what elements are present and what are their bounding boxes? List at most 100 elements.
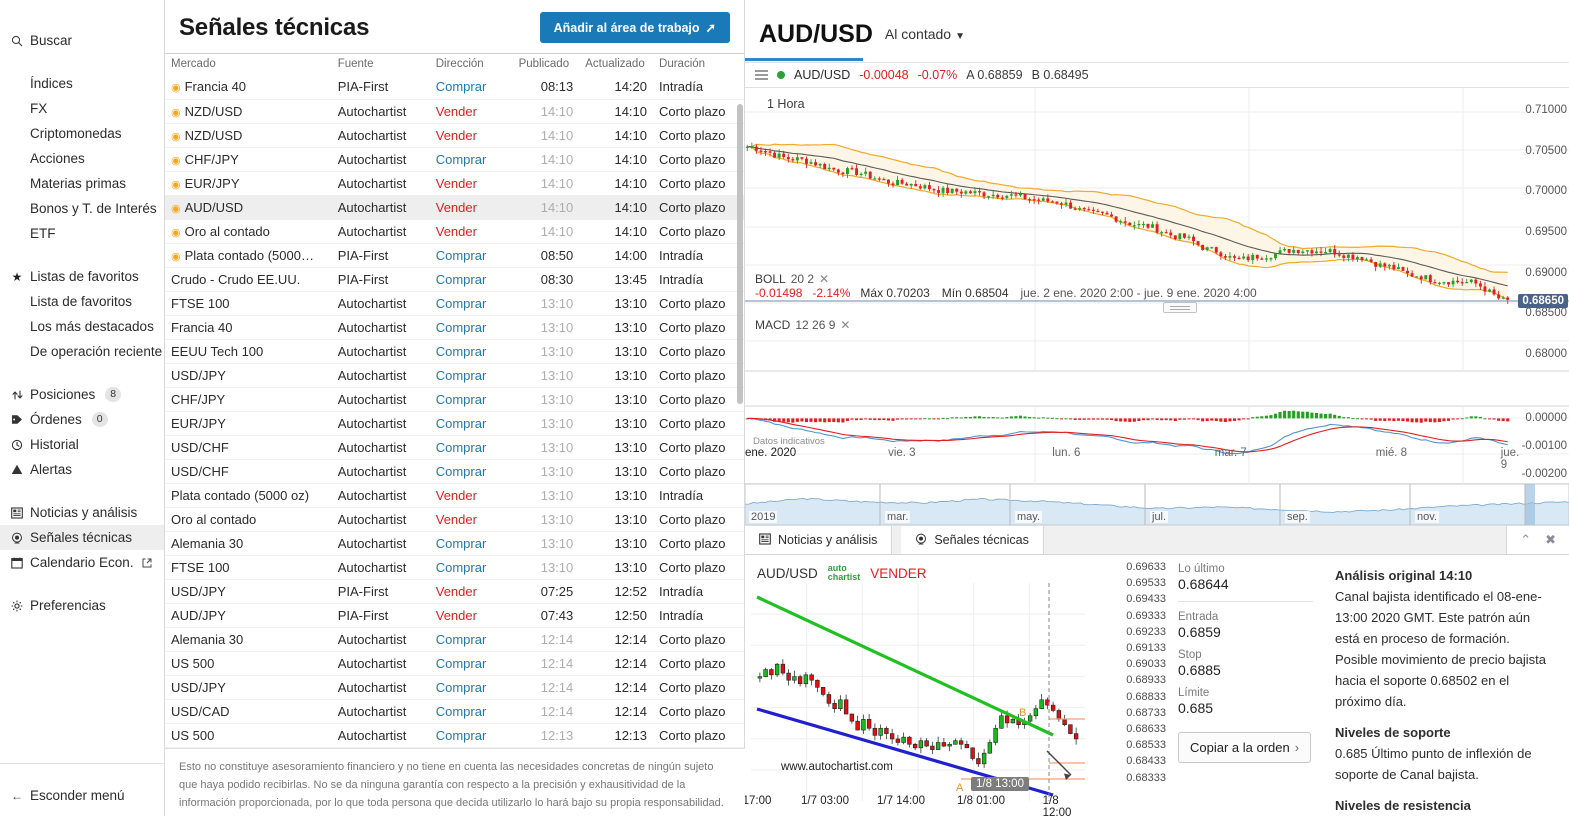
direction-link[interactable]: Comprar xyxy=(435,391,487,407)
direction-link[interactable]: Vender xyxy=(435,583,477,599)
cell-direccion[interactable]: Vender xyxy=(429,483,513,508)
cell-direccion[interactable]: Comprar xyxy=(429,675,513,700)
table-row[interactable]: ◉ Plata contado (5000… PIA-First Comprar 08:… xyxy=(165,243,744,268)
direction-link[interactable]: Comprar xyxy=(435,535,487,551)
table-row[interactable]: ◉ CHF/JPY Autochartist Comprar 14:10 14:10 Cor… xyxy=(165,147,744,172)
signals-scrollbar[interactable] xyxy=(737,86,743,738)
hide-menu-row[interactable]: ← Esconder menú xyxy=(0,783,164,808)
column-header-direccion[interactable]: Dirección xyxy=(429,53,513,75)
direction-link[interactable]: Vender xyxy=(435,607,477,623)
direction-link[interactable]: Comprar xyxy=(435,343,487,359)
cell-direccion[interactable]: Comprar xyxy=(429,627,513,652)
cell-direccion[interactable]: Comprar xyxy=(429,147,513,172)
direction-link[interactable]: Comprar xyxy=(435,367,487,383)
sidebar-item-ordenes[interactable]: Órdenes 0 xyxy=(0,407,164,432)
cell-direccion[interactable]: Comprar xyxy=(429,651,513,676)
close-icon[interactable]: ✕ xyxy=(819,272,830,286)
direction-link[interactable]: Vender xyxy=(435,175,477,191)
table-row[interactable]: ◉ Francia 40 PIA-First Comprar 08:13 14:20 Int… xyxy=(165,75,744,100)
table-row[interactable]: CHF/JPY Autochartist Comprar 13:10 13:10 Cort… xyxy=(165,387,744,412)
sidebar-item-indices[interactable]: Índices xyxy=(0,71,164,96)
direction-link[interactable]: Comprar xyxy=(435,727,487,743)
sidebar-item-criptomonedas[interactable]: Criptomonedas xyxy=(0,121,164,146)
table-row[interactable]: EEUU Tech 100 Autochartist Comprar 13:10 13:… xyxy=(165,339,744,364)
table-row[interactable]: ◉ Oro al contado Autochartist Vender 14:10 14… xyxy=(165,219,744,244)
tab-noticias-y-analisis[interactable]: Noticias y análisis xyxy=(745,526,893,554)
table-row[interactable]: USD/CAD Autochartist Comprar 12:14 12:14 Cort… xyxy=(165,699,744,724)
sidebar-item-operacion-reciente[interactable]: De operación reciente xyxy=(0,339,164,364)
direction-link[interactable]: Vender xyxy=(435,223,477,239)
indicator-macd[interactable]: MACD 12 26 9 ✕ xyxy=(755,318,850,332)
column-header-actualizado[interactable]: Actualizado xyxy=(579,53,654,75)
sidebar-item-preferencias[interactable]: Preferencias xyxy=(0,593,164,618)
table-row[interactable]: ◉ EUR/JPY Autochartist Vender 14:10 14:10 Cort… xyxy=(165,171,744,196)
panel-resize-handle[interactable] xyxy=(1163,302,1197,313)
sidebar-item-calendario[interactable]: Calendario Econ. xyxy=(0,550,164,575)
table-row[interactable]: USD/JPY Autochartist Comprar 12:14 12:14 Cort… xyxy=(165,675,744,700)
cell-direccion[interactable]: Comprar xyxy=(429,699,513,724)
direction-link[interactable]: Comprar xyxy=(435,295,487,311)
cell-direccion[interactable]: Comprar xyxy=(429,723,513,748)
table-row[interactable]: USD/CHF Autochartist Comprar 13:10 13:10 Cort… xyxy=(165,459,744,484)
sidebar-item-acciones[interactable]: Acciones xyxy=(0,146,164,171)
sidebar-hide-menu[interactable]: ← Esconder menú xyxy=(0,783,164,808)
cell-direccion[interactable]: Vender xyxy=(429,171,513,196)
direction-link[interactable]: Comprar xyxy=(435,79,487,95)
close-icon[interactable]: ✖ xyxy=(1545,532,1556,547)
sidebar-item-senales-tecnicas[interactable]: Señales técnicas xyxy=(0,525,164,550)
cell-direccion[interactable]: Comprar xyxy=(429,411,513,436)
cell-direccion[interactable]: Comprar xyxy=(429,291,513,316)
chart-canvas[interactable] xyxy=(745,88,1569,484)
cell-direccion[interactable]: Vender xyxy=(429,99,513,124)
table-row[interactable]: FTSE 100 Autochartist Comprar 13:10 13:10 Cor… xyxy=(165,555,744,580)
table-row[interactable]: EUR/JPY Autochartist Comprar 13:10 13:10 Cort… xyxy=(165,411,744,436)
collapse-icon[interactable]: ⌃ xyxy=(1520,532,1532,547)
table-row[interactable]: Crudo - Crudo EE.UU. PIA-First Comprar 08:3… xyxy=(165,267,744,292)
table-row[interactable]: Francia 40 Autochartist Comprar 13:10 13:10 C… xyxy=(165,315,744,340)
sidebar-item-historial[interactable]: Historial xyxy=(0,432,164,457)
table-row[interactable]: ◉ NZD/USD Autochartist Vender 14:10 14:10 Cort… xyxy=(165,123,744,148)
cell-direccion[interactable]: Comprar xyxy=(429,459,513,484)
sidebar-search[interactable]: Buscar xyxy=(0,28,164,53)
add-to-workspace-button[interactable]: Añadir al área de trabajo ➚ xyxy=(539,12,730,43)
copy-to-order-button[interactable]: Copiar a la orden › xyxy=(1178,732,1312,763)
sidebar-item-bonos[interactable]: Bonos y T. de Interés xyxy=(0,196,164,221)
direction-link[interactable]: Vender xyxy=(435,487,477,503)
direction-link[interactable]: Comprar xyxy=(435,655,487,671)
direction-link[interactable]: Vender xyxy=(435,199,477,215)
table-row[interactable]: US 500 Autochartist Comprar 12:14 12:14 Corto… xyxy=(165,651,744,676)
cell-direccion[interactable]: Comprar xyxy=(429,243,513,268)
indicator-boll[interactable]: BOLL 20 2 ✕ xyxy=(755,272,829,286)
cell-direccion[interactable]: Comprar xyxy=(429,267,513,292)
direction-link[interactable]: Vender xyxy=(435,103,477,119)
column-header-fuente[interactable]: Fuente xyxy=(331,53,430,75)
direction-link[interactable]: Vender xyxy=(435,127,477,143)
chart-overview-timeline[interactable]: 2019 mar. may. jul. sep. nov. xyxy=(745,484,1569,526)
table-row[interactable]: US 500 Autochartist Comprar 12:13 12:13 Corto… xyxy=(165,723,744,748)
direction-link[interactable]: Comprar xyxy=(435,151,487,167)
cell-direccion[interactable]: Comprar xyxy=(429,435,513,460)
direction-link[interactable]: Comprar xyxy=(435,631,487,647)
price-axis[interactable]: 0.71000 0.70500 0.70000 0.69500 0.69000 0.685… xyxy=(1510,88,1569,483)
table-row[interactable]: Alemania 30 Autochartist Comprar 12:14 12:14… xyxy=(165,627,744,652)
direction-link[interactable]: Comprar xyxy=(435,319,487,335)
sidebar-item-mas-destacados[interactable]: Los más destacados xyxy=(0,314,164,339)
table-row[interactable]: USD/CHF Autochartist Comprar 13:10 13:10 Cort… xyxy=(165,435,744,460)
direction-link[interactable]: Comprar xyxy=(435,559,487,575)
direction-link[interactable]: Comprar xyxy=(435,247,487,263)
sidebar-item-posiciones[interactable]: Posiciones 8 xyxy=(0,382,164,407)
direction-link[interactable]: Comprar xyxy=(435,271,487,287)
cell-direccion[interactable]: Comprar xyxy=(429,531,513,556)
cell-direccion[interactable]: Comprar xyxy=(429,339,513,364)
sidebar-favorites-header[interactable]: ★ Listas de favoritos xyxy=(0,264,164,289)
scrollbar-thumb[interactable] xyxy=(737,104,743,404)
sidebar-item-alertas[interactable]: Alertas xyxy=(0,457,164,482)
cell-direccion[interactable]: Comprar xyxy=(429,75,513,100)
cell-direccion[interactable]: Vender xyxy=(429,219,513,244)
direction-link[interactable]: Vender xyxy=(435,511,477,527)
direction-link[interactable]: Comprar xyxy=(435,679,487,695)
sidebar-item-fx[interactable]: FX xyxy=(0,96,164,121)
table-row[interactable]: Plata contado (5000 oz) Autochartist Vende… xyxy=(165,483,744,508)
table-row[interactable]: ◉ NZD/USD Autochartist Vender 14:10 14:10 Cort… xyxy=(165,99,744,124)
table-row[interactable]: USD/JPY Autochartist Comprar 13:10 13:10 Cort… xyxy=(165,363,744,388)
